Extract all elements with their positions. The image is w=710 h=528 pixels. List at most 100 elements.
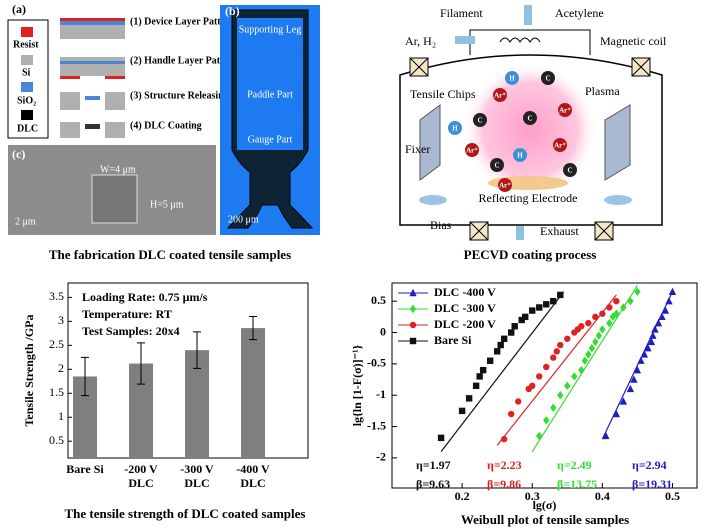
point	[606, 318, 613, 328]
annotation: η=2.49	[557, 458, 592, 472]
point	[634, 287, 641, 296]
ion-label: C	[567, 167, 572, 175]
point	[543, 416, 550, 425]
point	[458, 407, 466, 415]
ion-label: Ar⁺	[466, 147, 478, 155]
panel-label: (a)	[12, 2, 26, 16]
point	[543, 363, 550, 371]
legend-label: DLC	[17, 123, 38, 134]
legend-label: Bare Si	[434, 333, 472, 347]
point	[472, 382, 480, 390]
y-tick-label: 2.5	[49, 337, 64, 351]
point	[557, 391, 564, 400]
point	[557, 341, 564, 349]
panel-label: (c)	[12, 147, 25, 161]
annotation: Temperature: RT	[82, 307, 172, 321]
caption: PECVD coating process	[464, 247, 597, 262]
point	[651, 325, 659, 333]
step-label: (4) DLC Coating	[130, 120, 202, 131]
plot-frame	[391, 282, 698, 489]
legend-swatch	[21, 27, 33, 37]
label: Tensile Chips	[410, 87, 476, 101]
ion-label: H	[517, 152, 523, 160]
y-tick-label: 1	[58, 409, 64, 423]
point	[511, 323, 518, 330]
x-tick-label: 0.3	[525, 489, 540, 503]
point	[409, 304, 417, 314]
point	[550, 354, 557, 361]
y-tick-label: 1.5	[49, 385, 64, 399]
ion	[490, 158, 504, 172]
ion	[448, 121, 462, 135]
ion-label: Ar⁺	[559, 107, 571, 115]
point	[602, 431, 610, 440]
annotation: η=2.94	[632, 458, 667, 472]
point	[620, 303, 627, 312]
y-tick-label: 2	[58, 361, 64, 375]
annotation: β=9.63	[416, 477, 450, 491]
y-tick-label: 0.5	[49, 433, 64, 447]
legend-label: SiO₂	[17, 95, 36, 106]
step-label: (3) Structure Releasing	[130, 90, 229, 101]
error-bar	[137, 342, 145, 385]
y-tick-label: -2	[376, 450, 386, 464]
x-tick-label: -200 V DLC	[124, 462, 158, 490]
coils	[409, 57, 651, 241]
point	[658, 312, 666, 321]
point	[640, 350, 649, 358]
fit-line	[440, 291, 565, 453]
scale-label: 2 μm	[15, 216, 36, 227]
point	[557, 291, 564, 299]
point	[550, 403, 557, 412]
y-tick-label: 0	[380, 324, 386, 338]
ion-label: H	[509, 75, 515, 83]
y-tick-label: 0.5	[371, 293, 386, 307]
point	[599, 325, 606, 334]
tensile-chip	[419, 104, 441, 181]
point	[613, 309, 620, 318]
y-tick-label: -0.5	[367, 356, 386, 370]
fit-line	[496, 294, 617, 446]
error-bar	[193, 331, 201, 369]
point	[437, 434, 445, 442]
fabrication-panel: (a) Resist Si SiO₂ DLC (1) Device Layer …	[7, 2, 320, 262]
point	[592, 313, 599, 321]
point	[665, 296, 673, 305]
point	[486, 357, 494, 364]
y-tick-label: 3.5	[49, 289, 64, 303]
legend-label: DLC -200 V	[434, 317, 496, 331]
caption: The tensile strength of DLC coated sampl…	[65, 506, 306, 521]
point	[612, 409, 621, 418]
annotation: Loading Rate: 0.75 μm/s	[82, 290, 208, 304]
caption: Weibull plot of tensile samples	[461, 512, 629, 527]
label: Plasma	[585, 84, 620, 98]
point	[578, 323, 585, 330]
point	[409, 321, 417, 329]
point	[595, 331, 603, 340]
y-axis-label: lg{ln [1-F(σ)]⁻¹}	[350, 344, 364, 426]
ion	[553, 138, 567, 152]
part-label: Gauge Part	[248, 134, 293, 145]
annotation: η=2.23	[487, 458, 522, 472]
panel-label: (b)	[225, 4, 240, 18]
annotation: Test Samples: 20x4	[82, 324, 180, 338]
fixer	[419, 195, 447, 205]
ion	[563, 163, 577, 177]
annotation: η=1.97	[416, 458, 451, 472]
point	[619, 397, 628, 405]
x-tick-label: 0.2	[455, 489, 470, 503]
point	[536, 373, 543, 380]
filament	[499, 37, 541, 43]
point	[637, 356, 645, 364]
caption: The fabrication DLC coated tensile sampl…	[49, 247, 291, 262]
ion-label: C	[494, 162, 499, 170]
ion-label: C	[545, 75, 550, 83]
point	[633, 365, 642, 374]
part-label: Supporting Leg	[239, 24, 302, 35]
point	[626, 384, 635, 393]
x-tick-label: -300 V DLC	[180, 462, 214, 490]
annotation: β=13.75	[557, 477, 597, 491]
step-label: (2) Handle Layer Pattern	[130, 55, 238, 66]
point	[529, 382, 536, 390]
